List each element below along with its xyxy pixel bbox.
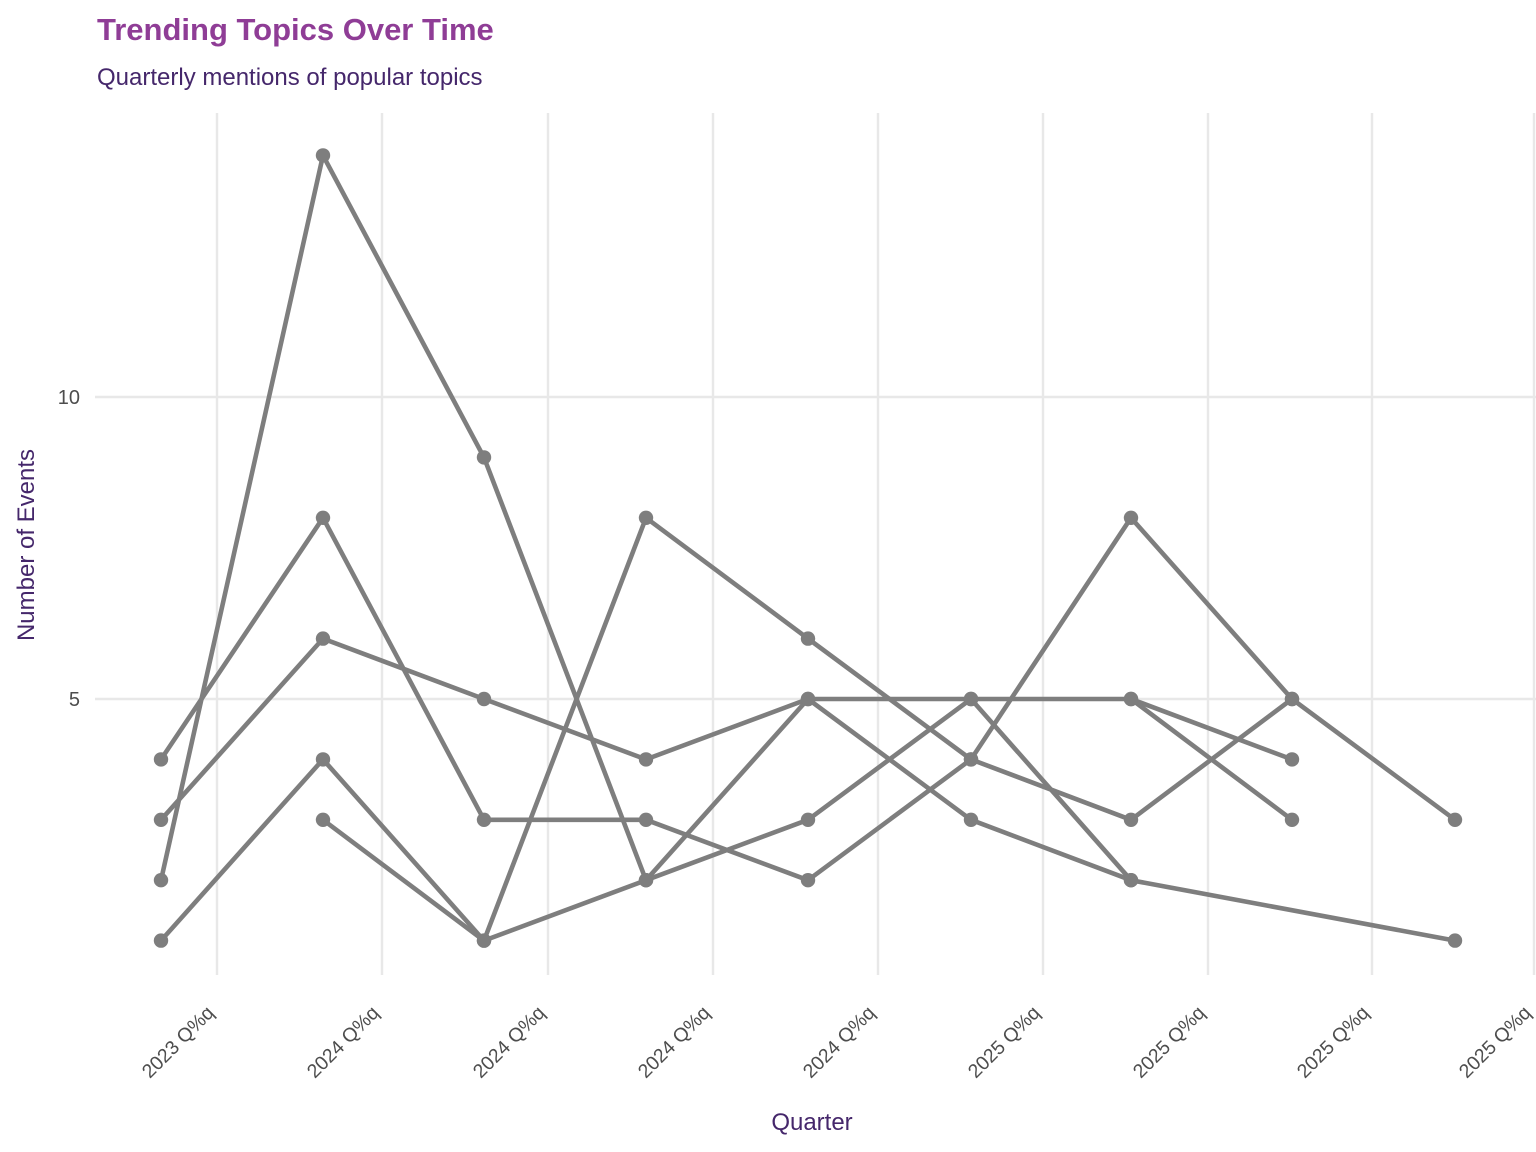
data-point [1123, 873, 1139, 888]
data-point [315, 631, 331, 646]
data-point [638, 752, 654, 767]
data-point [1123, 510, 1139, 525]
data-point [638, 873, 654, 888]
data-point [153, 812, 169, 827]
series-line [158, 636, 1295, 823]
x-tick-label: 2024 Q%q [634, 1002, 715, 1083]
x-axis-title: Quarter [771, 1109, 852, 1136]
data-point [315, 510, 331, 525]
data-point [315, 812, 331, 827]
x-tick-label: 2024 Q%q [799, 1002, 880, 1083]
chart-title: Trending Topics Over Time [97, 12, 494, 47]
y-tick-label: 5 [69, 689, 80, 711]
data-point [1123, 691, 1139, 707]
data-point [963, 691, 979, 707]
data-point [1447, 812, 1463, 827]
data-point [638, 510, 654, 525]
data-point [1284, 812, 1300, 827]
x-tick-label: 2025 Q%q [1129, 1002, 1210, 1083]
data-point [963, 812, 979, 827]
data-point [1447, 933, 1463, 948]
data-point [476, 450, 492, 465]
data-point [315, 752, 331, 767]
data-point [800, 873, 816, 888]
x-tick-label: 2024 Q%q [469, 1002, 550, 1083]
y-tick-label: 10 [58, 387, 80, 409]
x-tick-label: 2023 Q%q [138, 1002, 219, 1083]
x-tick-label: 2025 Q%q [1293, 1002, 1374, 1083]
data-point [1284, 691, 1300, 707]
data-point [800, 812, 816, 827]
x-tick-label: 2024 Q%q [303, 1002, 384, 1083]
data-point [153, 752, 169, 767]
data-point [476, 933, 492, 948]
data-point [638, 812, 654, 827]
data-point [476, 812, 492, 827]
data-point [153, 873, 169, 888]
data-point [315, 148, 331, 163]
x-tick-label: 2025 Q%q [1455, 1002, 1536, 1083]
data-point [1123, 812, 1139, 827]
data-point [800, 691, 816, 707]
data-point [476, 691, 492, 707]
data-point [1284, 752, 1300, 767]
y-axis-title: Number of Events [13, 449, 40, 641]
data-point [153, 933, 169, 948]
x-tick-label: 2025 Q%q [964, 1002, 1045, 1083]
series-line [1128, 696, 1295, 823]
data-point [963, 752, 979, 767]
chart-subtitle: Quarterly mentions of popular topics [97, 64, 483, 91]
data-point [800, 631, 816, 646]
